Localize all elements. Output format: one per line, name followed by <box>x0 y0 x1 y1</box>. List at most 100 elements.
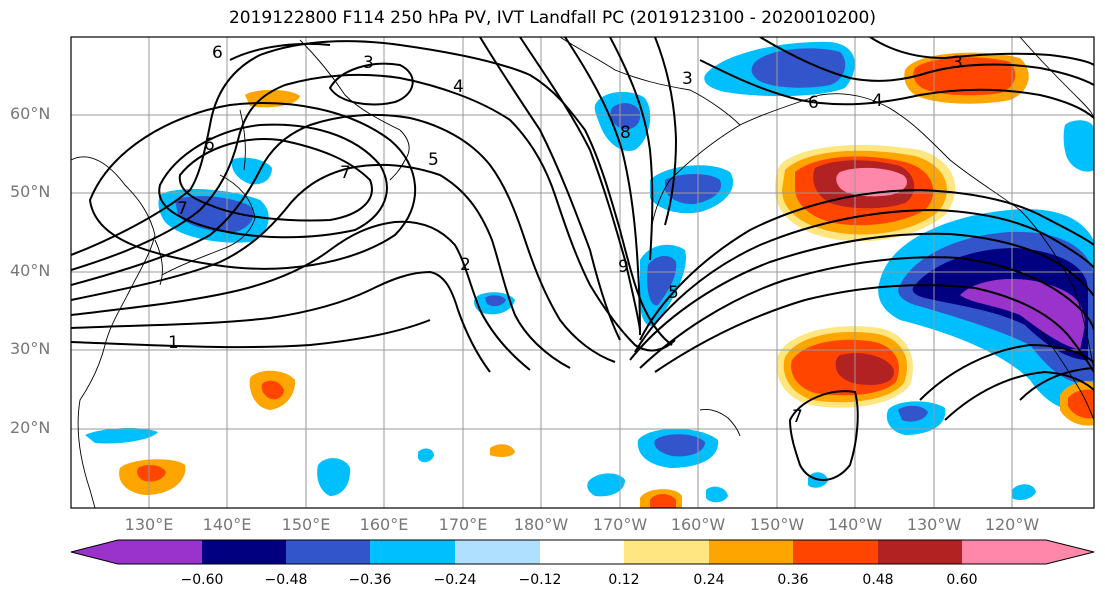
longitude-label: 140°W <box>827 515 883 534</box>
pv-contour <box>328 62 414 106</box>
colorbar-segment <box>286 540 370 564</box>
pv-contour <box>71 319 431 349</box>
latitude-label: 30°N <box>10 339 51 358</box>
shaded-field-layer <box>85 41 1094 508</box>
contour-label: 6 <box>204 135 215 155</box>
colorbar-segment <box>118 540 202 564</box>
latitude-label: 40°N <box>10 261 51 280</box>
pv-contour <box>71 40 673 346</box>
positive-anomaly-region <box>490 444 515 457</box>
coastline-north-america <box>1019 37 1094 121</box>
positive-anomaly-region <box>137 464 166 482</box>
pv-contour <box>944 370 1094 421</box>
pv-contour <box>71 163 571 369</box>
positive-anomaly-region <box>913 57 1016 96</box>
contour-label: 5 <box>428 150 439 170</box>
pv-contour <box>609 37 654 261</box>
colorbar-segment <box>878 540 962 564</box>
longitude-label: 140°E <box>202 515 252 534</box>
pv-contour <box>229 42 331 61</box>
positive-anomaly-region <box>836 167 907 197</box>
contour-label: 5 <box>668 283 679 303</box>
negative-anomaly-region <box>960 278 1085 350</box>
colorbar-outline <box>70 539 1095 565</box>
negative-anomaly-region <box>706 486 728 503</box>
negative-anomaly-region <box>610 103 641 130</box>
negative-anomaly-region <box>898 405 928 422</box>
negative-anomaly-region <box>751 48 846 88</box>
coastline-korea <box>154 239 163 286</box>
negative-anomaly-region <box>317 458 351 496</box>
negative-anomaly-region <box>231 157 272 185</box>
contour-label: 7 <box>177 199 188 219</box>
pv-contour <box>519 37 641 331</box>
colorbar-tick-label: 0.12 <box>608 572 640 588</box>
chart-title: 2019122800 F114 250 hPa PV, IVT Landfall… <box>228 8 876 28</box>
pv-contour <box>479 37 621 341</box>
colorbar-segment <box>540 540 624 564</box>
colorbar-segment <box>624 540 709 564</box>
pv-contour <box>788 390 859 481</box>
negative-anomaly-region <box>1012 484 1036 500</box>
positive-anomaly-region <box>835 353 894 385</box>
pv-contour <box>88 102 416 270</box>
coastline-hawaii <box>699 409 741 437</box>
longitude-label: 130°E <box>124 515 174 534</box>
colorbar <box>70 539 1095 565</box>
pv-contour <box>759 37 1094 86</box>
contour-label: 4 <box>872 91 883 111</box>
pv-contour <box>178 138 373 222</box>
negative-anomaly-region <box>654 434 705 457</box>
contour-label: 3 <box>952 53 963 73</box>
colorbar-tick-label: −0.60 <box>180 572 224 588</box>
gridlines <box>71 37 1094 508</box>
longitude-label: 160°W <box>670 515 726 534</box>
contour-label: 4 <box>453 77 464 97</box>
longitude-label: 170°E <box>438 515 488 534</box>
pv-contour <box>564 37 641 336</box>
pv-contour <box>639 256 1094 369</box>
pv-contour <box>699 59 1094 119</box>
contour-label: 6 <box>212 43 223 63</box>
negative-anomaly-region <box>1063 120 1094 172</box>
negative-anomaly-region <box>587 473 625 497</box>
negative-anomaly-region <box>647 255 677 306</box>
colorbar-segment <box>370 540 455 564</box>
pv-contour <box>634 208 1094 353</box>
colorbar-tick-label: −0.12 <box>518 572 562 588</box>
contour-label: 8 <box>620 123 631 143</box>
contour-label: 9 <box>618 257 629 277</box>
longitude-label: 120°W <box>984 515 1040 534</box>
contour-label: 7 <box>792 407 803 427</box>
longitude-label: 160°E <box>359 515 409 534</box>
pv-contour <box>654 37 678 226</box>
latitude-label: 20°N <box>10 418 51 437</box>
pv-contour <box>869 37 1094 66</box>
pv-contour <box>1019 367 1094 401</box>
coastline-aleutians <box>651 124 741 226</box>
pv-contour <box>71 220 531 371</box>
colorbar-tick-label: −0.36 <box>348 572 392 588</box>
colorbar-tick-label: 0.24 <box>693 572 725 588</box>
colorbar-tick-label: 0.36 <box>777 572 809 588</box>
contour-label: 3 <box>682 69 693 89</box>
colorbar-tick-label: 0.48 <box>862 572 894 588</box>
negative-anomaly-region <box>85 428 158 444</box>
pv-contour <box>71 113 616 363</box>
contour-label: 3 <box>363 53 374 73</box>
longitude-label: 170°W <box>592 515 648 534</box>
pv-contour <box>654 284 1094 373</box>
contour-label: 2 <box>460 255 471 275</box>
positive-anomaly-region <box>261 380 284 400</box>
colorbar-segment <box>455 540 540 564</box>
colorbar-segment <box>71 540 118 564</box>
longitude-label: 180°W <box>513 515 569 534</box>
coastline-kamchatka <box>299 39 410 181</box>
contour-label-layer: 6 3 4 6 7 7 5 2 1 8 9 5 6 3 4 7 3 <box>168 43 963 427</box>
pv-contour <box>919 343 1094 401</box>
contour-label: 6 <box>808 93 819 113</box>
pv-contour <box>629 232 1094 361</box>
negative-anomaly-region <box>418 448 434 463</box>
negative-anomaly-region <box>665 174 722 205</box>
